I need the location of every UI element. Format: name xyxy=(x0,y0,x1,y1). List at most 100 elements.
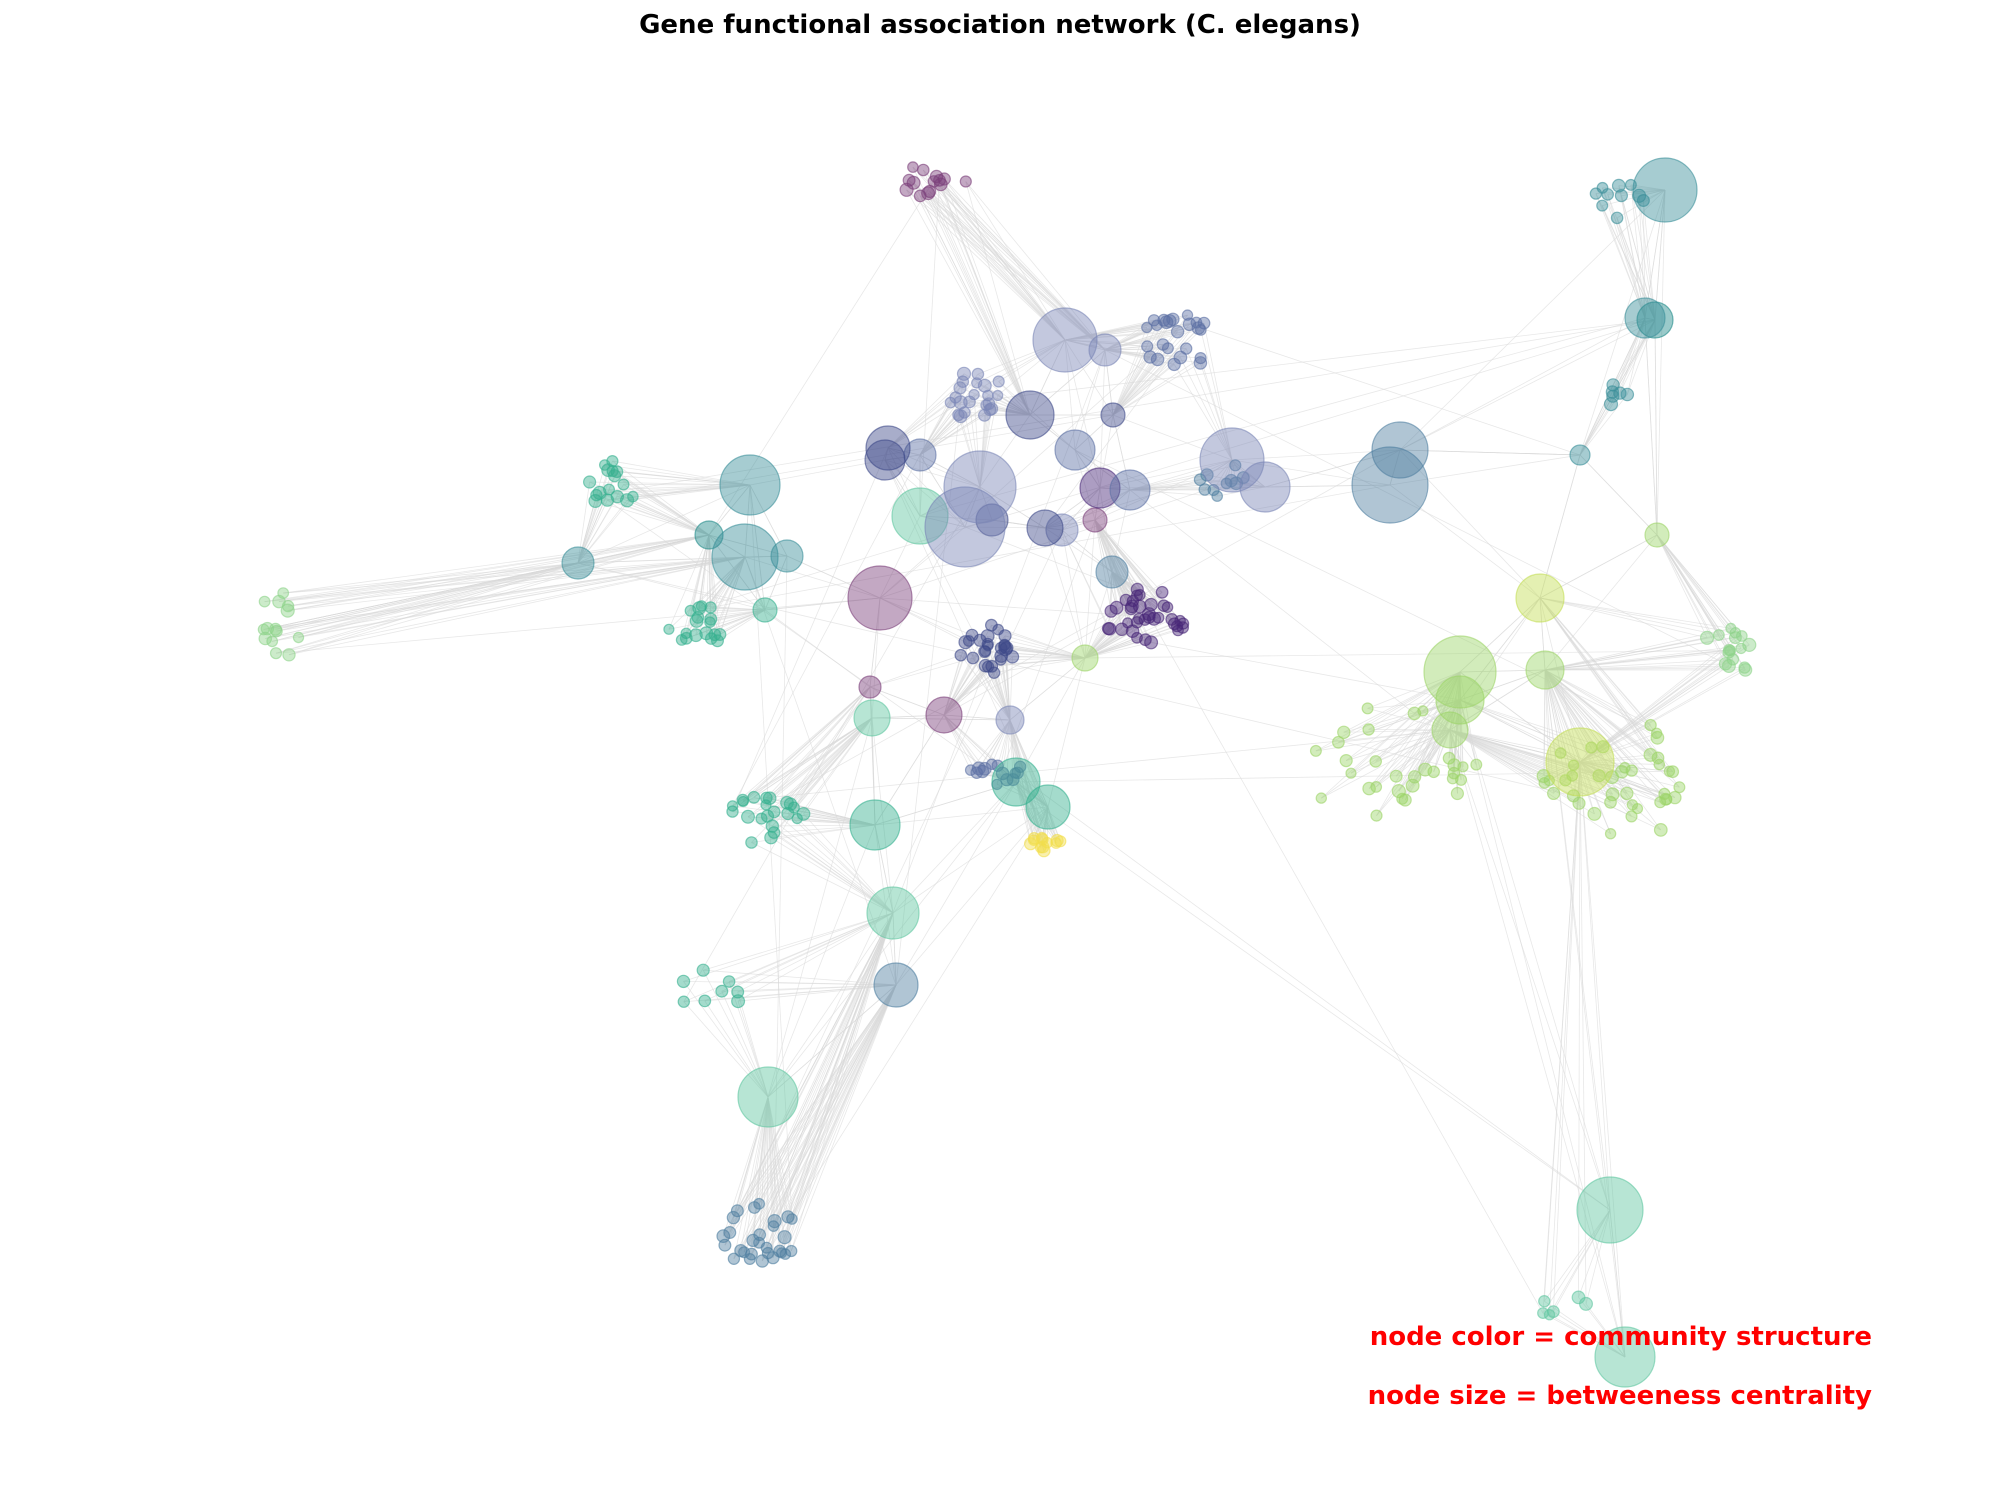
hub-node xyxy=(866,886,920,940)
edge xyxy=(1539,597,1731,629)
edge xyxy=(1544,669,1676,798)
edge xyxy=(1544,648,1742,671)
gene-node xyxy=(1450,786,1465,801)
edge xyxy=(1112,357,1201,416)
edge xyxy=(1399,449,1541,599)
edge xyxy=(1200,358,1233,461)
edge xyxy=(933,181,1106,351)
edge xyxy=(764,609,871,688)
edge xyxy=(1543,1209,1611,1302)
edge xyxy=(1620,195,1656,321)
edge xyxy=(1539,454,1581,599)
edge xyxy=(919,409,991,456)
edge xyxy=(744,556,881,599)
hub-node xyxy=(1435,675,1485,725)
edge xyxy=(749,459,886,486)
edge xyxy=(1578,1209,1611,1298)
gene-node xyxy=(1193,356,1208,370)
edge xyxy=(1104,324,1158,351)
gene-node xyxy=(1337,725,1351,740)
edge xyxy=(996,781,1017,785)
gene-node xyxy=(1157,599,1171,612)
edge xyxy=(1315,729,1451,752)
edge xyxy=(964,412,1031,416)
edge xyxy=(1459,597,1541,701)
edge xyxy=(1595,189,1666,194)
edge xyxy=(761,818,876,826)
hub-node xyxy=(561,546,595,580)
edge xyxy=(884,447,889,461)
hub-node xyxy=(1199,427,1265,493)
gene-node xyxy=(1668,790,1682,805)
gene-node xyxy=(1589,187,1603,200)
edge xyxy=(1539,597,1674,772)
edge xyxy=(728,981,769,1098)
gene-node xyxy=(1728,631,1742,645)
edge xyxy=(1399,319,1656,451)
edge xyxy=(708,534,766,611)
edge xyxy=(871,714,945,719)
gene-node xyxy=(704,612,718,626)
annotation-node-color: node color = community structure xyxy=(1369,1322,1872,1352)
edge xyxy=(1459,669,1546,673)
edge xyxy=(685,534,710,634)
gene-node xyxy=(1130,582,1144,597)
edge xyxy=(1112,362,1201,416)
edge xyxy=(1074,449,1101,489)
edge xyxy=(976,719,1011,773)
edge xyxy=(627,484,751,501)
edge xyxy=(1129,464,1236,491)
edge xyxy=(1047,657,1086,808)
edge xyxy=(919,195,1031,416)
edge xyxy=(740,912,894,1251)
gene-node xyxy=(588,494,603,509)
gene-node xyxy=(1162,314,1177,328)
edge xyxy=(1112,320,1155,416)
edge xyxy=(747,449,1401,818)
gene-node xyxy=(1742,637,1757,653)
edge xyxy=(697,609,766,618)
gene-node xyxy=(727,1252,741,1266)
hub-node xyxy=(849,799,901,851)
gene-node xyxy=(1566,769,1579,782)
edge xyxy=(1595,193,1646,319)
edge xyxy=(773,912,894,1227)
edge xyxy=(683,912,894,982)
hub-node xyxy=(1045,513,1079,547)
gene-node xyxy=(953,381,967,395)
gene-node xyxy=(921,186,936,201)
edge xyxy=(599,484,751,494)
edge xyxy=(884,459,1057,844)
edge xyxy=(906,189,1106,351)
edge xyxy=(1656,534,1720,636)
edge xyxy=(1619,319,1656,394)
edge xyxy=(1074,349,1106,451)
edge xyxy=(577,495,597,564)
edge xyxy=(1029,414,1076,451)
edge xyxy=(1459,699,1611,1211)
gene-node xyxy=(1211,490,1223,502)
gene-node xyxy=(971,367,985,381)
gene-node xyxy=(1596,199,1609,212)
edge xyxy=(977,373,1031,416)
edge xyxy=(892,781,1017,914)
edge xyxy=(1376,729,1451,788)
gene-node xyxy=(1605,787,1620,802)
edge xyxy=(1544,669,1623,773)
edge xyxy=(683,486,981,1002)
edge xyxy=(1203,323,1233,461)
edge xyxy=(1129,480,1232,491)
edge xyxy=(1449,729,1626,1358)
gene-node xyxy=(280,603,295,618)
edge xyxy=(766,349,1106,1248)
edge xyxy=(1579,732,1657,763)
gene-node xyxy=(755,1254,770,1268)
gene-node xyxy=(582,475,597,489)
edge xyxy=(753,686,871,798)
edge xyxy=(913,182,1066,341)
edge xyxy=(1094,519,1113,573)
edge xyxy=(1654,319,1658,536)
edge xyxy=(943,647,1002,716)
edge xyxy=(1064,339,1076,451)
